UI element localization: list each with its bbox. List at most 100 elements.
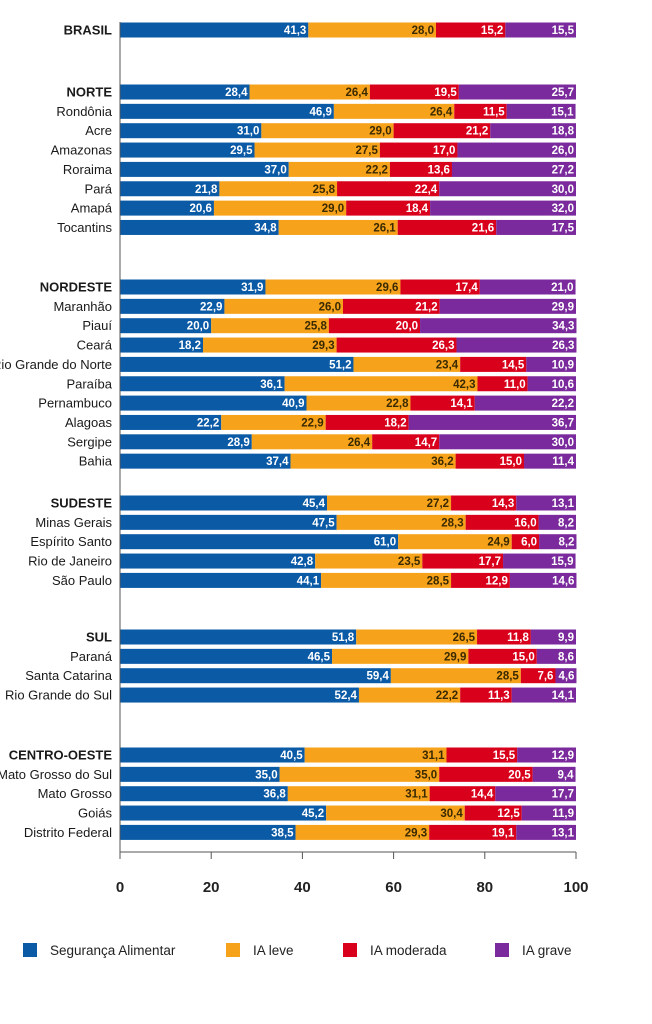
state-label: Mato Grosso do Sul (0, 767, 112, 782)
bar-row-sudeste: SUDESTE 45,4 27,2 14,3 13,1 (51, 495, 576, 511)
bar-row-acre: Acre 31,0 29,0 21,2 18,8 (85, 123, 576, 139)
data-label: 31,1 (422, 750, 445, 762)
data-label: 36,2 (431, 456, 453, 468)
data-label: 22,2 (366, 164, 388, 176)
state-label: Ceará (77, 338, 113, 353)
bar-segment-ia-grave (458, 84, 576, 100)
bar-segment-ia-moderada (464, 805, 522, 821)
bar-segment-seguranca-alimentar (120, 84, 250, 100)
bar-segment-ia-grave (516, 495, 576, 511)
data-label: 35,0 (255, 769, 277, 781)
bar-segment-ia-grave (527, 376, 576, 392)
data-label: 26,0 (319, 301, 341, 313)
data-label: 42,3 (453, 379, 475, 391)
data-label: 45,4 (303, 498, 326, 510)
bar-row-piaui: Piauí 20,0 25,8 20,0 34,3 (82, 318, 577, 334)
bar-segment-ia-leve (306, 395, 411, 411)
state-label: Rondônia (56, 104, 112, 119)
bar-segment-ia-grave (490, 123, 576, 139)
bar-segment-ia-moderada (397, 219, 497, 235)
x-tick-label: 80 (476, 879, 493, 896)
bar-segment-ia-moderada (429, 824, 517, 840)
bar-segment-seguranca-alimentar (120, 181, 220, 197)
bar-segment-seguranca-alimentar (120, 668, 391, 684)
data-label: 31,9 (241, 282, 263, 294)
data-label: 4,6 (558, 671, 574, 683)
data-label: 22,8 (386, 398, 409, 410)
bar-segment-ia-leve (295, 824, 430, 840)
bar-row-espirito-santo: Espírito Santo 61,0 24,9 6,0 8,2 (30, 534, 577, 550)
bar-segment-seguranca-alimentar (120, 337, 203, 353)
bar-segment-ia-leve (398, 534, 512, 550)
data-label: 15,5 (552, 25, 575, 37)
bar-segment-ia-leve (332, 648, 469, 664)
bar-row-maranhao: Maranhão 22,9 26,0 21,2 29,9 (53, 298, 576, 314)
data-label: 27,2 (427, 498, 449, 510)
data-label: 26,3 (552, 340, 574, 352)
data-label: 36,7 (552, 417, 574, 429)
data-label: 19,1 (492, 827, 515, 839)
legend-swatch (226, 943, 240, 957)
data-label: 44,1 (297, 575, 320, 587)
bar-segment-ia-moderada (436, 22, 506, 38)
legend-label: IA grave (522, 943, 572, 958)
data-label: 28,5 (427, 575, 450, 587)
region-label: BRASIL (64, 23, 112, 38)
data-label: 61,0 (374, 537, 396, 549)
legend-label: Segurança Alimentar (50, 943, 176, 958)
bar-segment-ia-leve (290, 453, 456, 469)
data-label: 36,8 (263, 789, 286, 801)
data-label: 10,9 (552, 359, 574, 371)
legend-label: IA leve (253, 943, 294, 958)
data-label: 51,2 (329, 359, 351, 371)
state-label: Roraima (63, 162, 113, 177)
data-label: 8,2 (558, 537, 574, 549)
data-label: 35,0 (415, 769, 437, 781)
bar-segment-ia-leve (287, 786, 430, 802)
bar-segment-seguranca-alimentar (120, 219, 279, 235)
data-label: 26,4 (348, 437, 371, 449)
state-label: Sergipe (67, 434, 112, 449)
bar-segment-ia-grave (439, 181, 576, 197)
data-label: 17,4 (455, 282, 478, 294)
data-label: 17,5 (552, 222, 575, 234)
data-label: 38,5 (271, 827, 294, 839)
bar-segment-ia-moderada (451, 572, 510, 588)
data-label: 11,3 (488, 690, 510, 702)
data-label: 42,8 (291, 556, 314, 568)
data-label: 16,0 (514, 517, 536, 529)
bar-row-rio-grande-do-sul: Rio Grande do Sul 52,4 22,2 11,3 14,1 (5, 687, 576, 703)
bar-segment-ia-leve (356, 629, 478, 645)
bar-segment-ia-moderada (369, 84, 459, 100)
data-label: 11,4 (552, 456, 574, 468)
data-label: 41,3 (284, 25, 306, 37)
data-label: 9,4 (558, 769, 575, 781)
data-label: 21,0 (551, 282, 573, 294)
bar-segment-ia-moderada (336, 337, 457, 353)
bar-row-ceara: Ceará 18,2 29,3 26,3 26,3 (77, 337, 577, 353)
data-label: 22,4 (415, 184, 438, 196)
data-label: 46,5 (308, 651, 331, 663)
bar-row-goias: Goiás 45,2 30,4 12,5 11,9 (78, 805, 576, 821)
bar-row-alagoas: Alagoas 22,2 22,9 18,2 36,7 (65, 414, 576, 430)
bar-segment-ia-moderada (520, 668, 556, 684)
bar-segment-ia-leve (224, 298, 343, 314)
bar-segment-seguranca-alimentar (120, 687, 359, 703)
bar-row-amapa: Amapá 20,6 29,0 18,4 32,0 (71, 200, 576, 216)
bars-layer: BRASIL 41,3 28,0 15,2 15,5 NORTE 28,4 26,4 19,5 2… (0, 22, 577, 840)
bar-row-amazonas: Amazonas 29,5 27,5 17,0 26,0 (51, 142, 576, 158)
data-label: 29,9 (444, 651, 466, 663)
bar-row-parana: Paraná 46,5 29,9 15,0 8,6 (70, 648, 576, 664)
bar-segment-ia-leve (321, 572, 452, 588)
data-label: 30,0 (552, 437, 574, 449)
bar-segment-ia-leve (326, 805, 465, 821)
bar-row-tocantins: Tocantins 34,8 26,1 21,6 17,5 (57, 219, 576, 235)
bar-row-sao-paulo: São Paulo 44,1 28,5 12,9 14,6 (52, 572, 577, 588)
data-label: 29,9 (552, 301, 574, 313)
bar-segment-ia-moderada (477, 376, 528, 392)
bar-segment-seguranca-alimentar (120, 553, 316, 569)
bar-segment-ia-leve (261, 123, 394, 139)
bar-segment-ia-moderada (465, 514, 539, 530)
state-label: São Paulo (52, 573, 112, 588)
data-label: 26,3 (432, 340, 454, 352)
